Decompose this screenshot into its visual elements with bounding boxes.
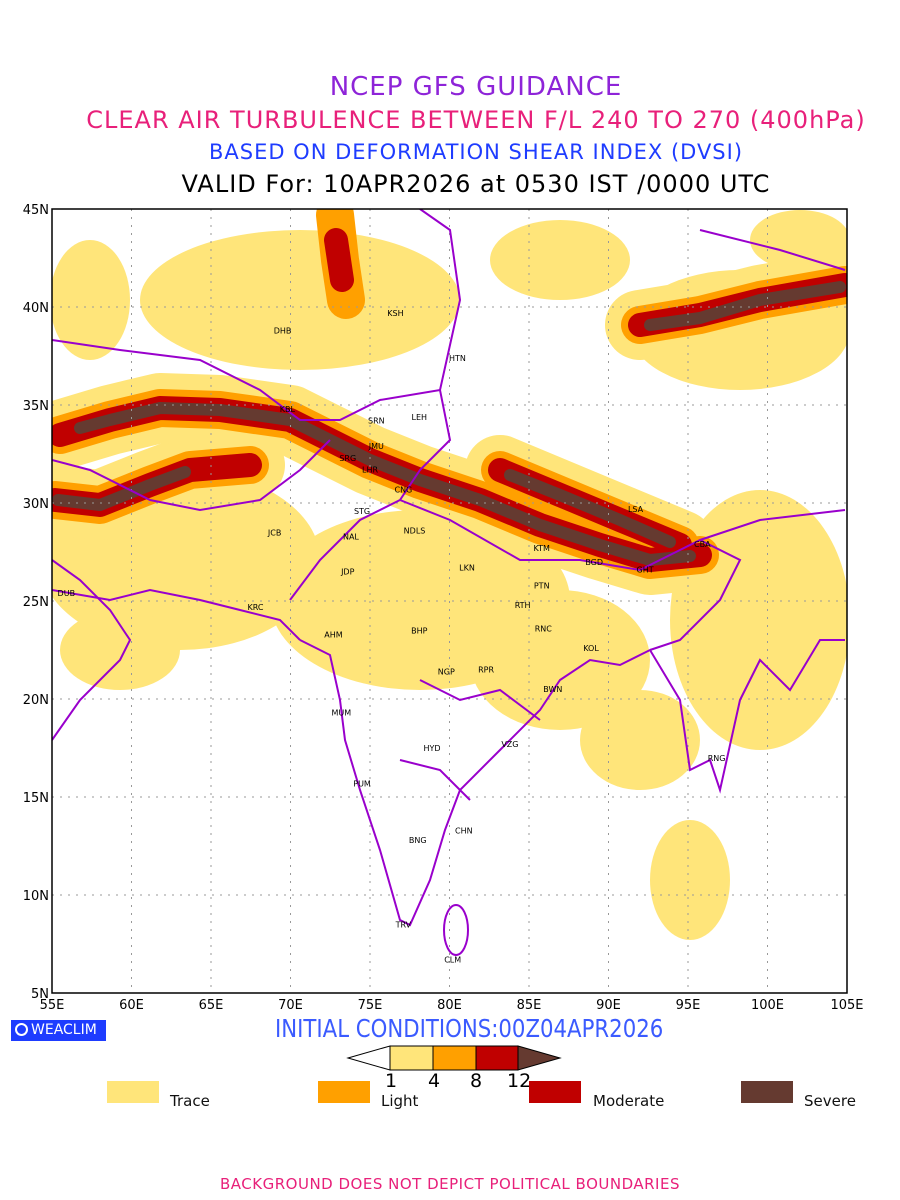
colorbar-light bbox=[432, 1045, 477, 1071]
city-label: STG bbox=[354, 507, 370, 516]
grid-lines bbox=[52, 209, 847, 993]
city-label: LKN bbox=[459, 564, 475, 573]
city-label: RNG bbox=[708, 754, 726, 763]
city-label: CLM bbox=[444, 956, 461, 965]
lon-tick-label: 60E bbox=[119, 998, 144, 1013]
legend-swatch-moderate bbox=[529, 1081, 581, 1103]
city-label: NAL bbox=[343, 532, 359, 541]
lat-tick-label: 35N bbox=[23, 399, 49, 414]
city-label: JCB bbox=[267, 528, 281, 537]
legend-swatch-trace bbox=[107, 1081, 159, 1103]
colorbar-below-triangle bbox=[346, 1045, 391, 1071]
city-label: KOL bbox=[583, 644, 599, 653]
logo-circle-icon bbox=[15, 1023, 28, 1036]
shading-layer: KSH DHB HTN KBL SRN LEH JMU SRG LHR CNG STG LSA JCB N… bbox=[52, 209, 847, 993]
lon-tick-label: 100E bbox=[751, 998, 784, 1013]
colorbar bbox=[346, 1045, 562, 1071]
legend-label-moderate: Moderate bbox=[593, 1092, 665, 1110]
lon-tick-label: 65E bbox=[199, 998, 224, 1013]
lon-tick-label: 55E bbox=[40, 998, 65, 1013]
lat-tick-label: 10N bbox=[23, 889, 49, 904]
city-label: PTN bbox=[534, 581, 550, 590]
title-line1: NCEP GFS GUIDANCE bbox=[329, 72, 623, 102]
colorbar-value: 12 bbox=[507, 1070, 532, 1092]
initial-conditions: INITIAL CONDITIONS:00Z04APR2026 bbox=[275, 1014, 664, 1043]
city-label: BWN bbox=[543, 685, 562, 694]
city-label: BNG bbox=[409, 836, 427, 845]
city-label: GHT bbox=[637, 566, 654, 575]
city-label: RNC bbox=[535, 624, 553, 633]
title-line3: BASED ON DEFORMATION SHEAR INDEX (DVSI) bbox=[208, 140, 744, 164]
city-label: NGP bbox=[438, 668, 455, 677]
colorbar-severe-triangle bbox=[517, 1045, 562, 1071]
city-label: JMU bbox=[368, 442, 384, 451]
city-label: PUM bbox=[353, 779, 371, 788]
city-label: NDLS bbox=[404, 526, 426, 535]
city-label: BGD bbox=[585, 558, 603, 567]
city-label: DUB bbox=[58, 589, 76, 598]
disclaimer: BACKGROUND DOES NOT DEPICT POLITICAL BOU… bbox=[220, 1175, 680, 1193]
city-label: DHB bbox=[274, 327, 292, 336]
city-label: BHP bbox=[411, 626, 428, 635]
city-label: LSA bbox=[628, 505, 644, 514]
lon-tick-label: 75E bbox=[358, 998, 383, 1013]
boundaries bbox=[52, 209, 846, 956]
city-label: KSH bbox=[387, 309, 403, 318]
city-label: KTM bbox=[534, 544, 551, 553]
city-label: KRC bbox=[248, 603, 264, 612]
colorbar-value: 1 bbox=[385, 1070, 398, 1092]
colorbar-moderate bbox=[475, 1045, 519, 1071]
city-label: VZG bbox=[501, 740, 518, 749]
lon-tick-label: 70E bbox=[278, 998, 303, 1013]
legend-label-trace: Trace bbox=[170, 1092, 210, 1110]
lat-tick-label: 40N bbox=[23, 301, 49, 316]
colorbar-value: 8 bbox=[470, 1070, 483, 1092]
lon-tick-label: 80E bbox=[437, 998, 462, 1013]
city-label: CHN bbox=[455, 826, 473, 835]
axis-ticks: 55E 60E 65E 70E 75E 80E 85E 90E 95E 100E 105E 45N 40… bbox=[23, 203, 864, 1013]
legend-label-light: Light bbox=[381, 1092, 419, 1110]
city-label: LEH bbox=[412, 413, 428, 422]
lat-tick-label: 30N bbox=[23, 497, 49, 512]
city-label: SRG bbox=[339, 454, 356, 463]
colorbar-value: 4 bbox=[428, 1070, 441, 1092]
turbulence-bands bbox=[52, 209, 847, 595]
city-label: CNG bbox=[394, 485, 412, 494]
lon-tick-label: 90E bbox=[596, 998, 621, 1013]
city-label: HTN bbox=[449, 354, 466, 363]
city-label: AHM bbox=[324, 630, 342, 639]
city-label: KBL bbox=[280, 405, 296, 414]
lat-tick-label: 5N bbox=[31, 987, 49, 1002]
city-label: TRV bbox=[395, 920, 412, 929]
lat-tick-label: 45N bbox=[23, 203, 49, 218]
colorbar-trace bbox=[389, 1045, 434, 1071]
legend-swatch-severe bbox=[741, 1081, 793, 1103]
city-label: HYD bbox=[423, 744, 440, 753]
weaclim-logo: WEACLIM bbox=[11, 1020, 106, 1041]
title-line2: CLEAR AIR TURBULENCE BETWEEN F/L 240 TO … bbox=[86, 106, 866, 134]
legend-label-severe: Severe bbox=[804, 1092, 856, 1110]
logo-text: WEACLIM bbox=[31, 1022, 97, 1038]
city-label: RTH bbox=[515, 601, 531, 610]
lon-tick-label: 105E bbox=[830, 998, 863, 1013]
plot-frame bbox=[51, 208, 848, 994]
legend-swatch-light bbox=[318, 1081, 370, 1103]
lat-tick-label: 25N bbox=[23, 595, 49, 610]
lat-tick-label: 15N bbox=[23, 791, 49, 806]
city-label: MUM bbox=[332, 709, 352, 718]
city-labels: KSH DHB HTN KBL SRN LEH JMU SRG LHR CNG STG LSA JCB N… bbox=[58, 309, 726, 965]
lat-tick-label: 20N bbox=[23, 693, 49, 708]
city-label: CBA bbox=[694, 540, 711, 549]
city-label: SRN bbox=[368, 417, 385, 426]
valid-time: VALID For: 10APR2026 at 0530 IST /0000 U… bbox=[181, 170, 771, 198]
city-label: LHR bbox=[362, 466, 378, 475]
city-label: JDP bbox=[340, 568, 355, 577]
lon-tick-label: 95E bbox=[676, 998, 701, 1013]
lon-tick-label: 85E bbox=[517, 998, 542, 1013]
city-label: RPR bbox=[478, 666, 494, 675]
